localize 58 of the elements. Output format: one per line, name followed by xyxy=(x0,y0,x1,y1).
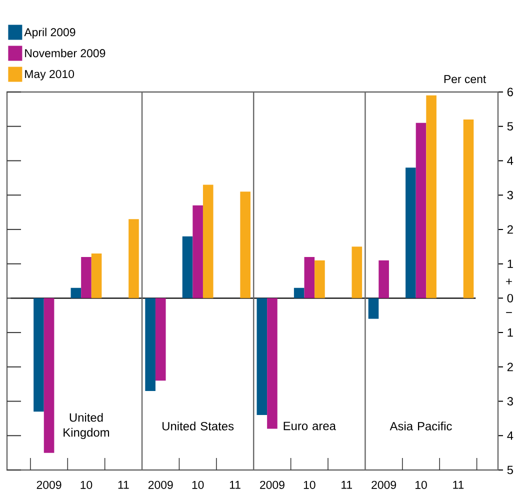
y-axis-title: Per cent xyxy=(444,75,486,84)
annotation: Asia Pacific xyxy=(390,422,452,430)
y-tick-label: 2 xyxy=(507,225,513,234)
x-tick-label: 10 xyxy=(304,480,316,489)
bar xyxy=(145,298,156,391)
y-tick-label: 5 xyxy=(507,122,513,131)
annotation: United Kingdom xyxy=(64,412,110,440)
legend-label: November 2009 xyxy=(25,48,106,58)
bar xyxy=(416,122,426,298)
bar xyxy=(267,298,278,429)
text: + xyxy=(506,278,512,284)
x-tick-label: 2009 xyxy=(260,480,284,489)
annotation: Euro area xyxy=(284,422,336,430)
y-tick-label: 3 xyxy=(507,397,513,406)
y-tick-label: 6 xyxy=(507,88,513,96)
bar xyxy=(240,192,250,298)
x-tick-label: 2009 xyxy=(148,480,173,489)
bar xyxy=(406,168,416,298)
bar xyxy=(44,298,54,453)
bar xyxy=(128,219,139,298)
bar xyxy=(155,298,166,381)
bar xyxy=(34,298,44,412)
bar xyxy=(294,288,304,298)
legend-label: April 2009 xyxy=(24,28,76,39)
annotation: United States xyxy=(162,422,234,430)
bar xyxy=(378,260,389,298)
bar xyxy=(70,288,82,298)
y-tick-label: 0 xyxy=(507,294,514,302)
bar xyxy=(314,260,325,298)
bar xyxy=(368,298,379,319)
legend-label: May 2010 xyxy=(25,70,74,80)
y-tick-label: 3 xyxy=(507,190,513,200)
x-tick-label: 11 xyxy=(230,480,240,489)
bar xyxy=(182,236,193,298)
bar xyxy=(91,254,102,298)
x-tick-label: 10 xyxy=(416,480,427,489)
y-tick-label: 1 xyxy=(508,260,513,268)
bar xyxy=(463,119,474,298)
y-tick-label: 4 xyxy=(507,432,514,440)
y-tick-label: 5 xyxy=(507,466,513,474)
bar xyxy=(202,184,214,298)
bar xyxy=(192,205,203,298)
x-tick-label: 11 xyxy=(118,480,129,489)
bar xyxy=(426,95,436,298)
x-tick-label: 2009 xyxy=(36,480,62,489)
text: − xyxy=(506,312,512,313)
x-tick-label: 2009 xyxy=(372,480,396,489)
x-tick-label: 11 xyxy=(342,480,352,489)
bar xyxy=(304,256,315,298)
y-tick-label: 4 xyxy=(507,156,514,165)
bar xyxy=(81,256,92,298)
bar xyxy=(256,298,268,416)
bar xyxy=(352,246,362,298)
y-tick-label: 1 xyxy=(508,328,513,337)
y-tick-label: 2 xyxy=(507,362,513,372)
x-tick-label: 10 xyxy=(80,480,92,489)
x-tick-label: 10 xyxy=(192,480,204,489)
x-tick-label: 11 xyxy=(453,480,464,489)
